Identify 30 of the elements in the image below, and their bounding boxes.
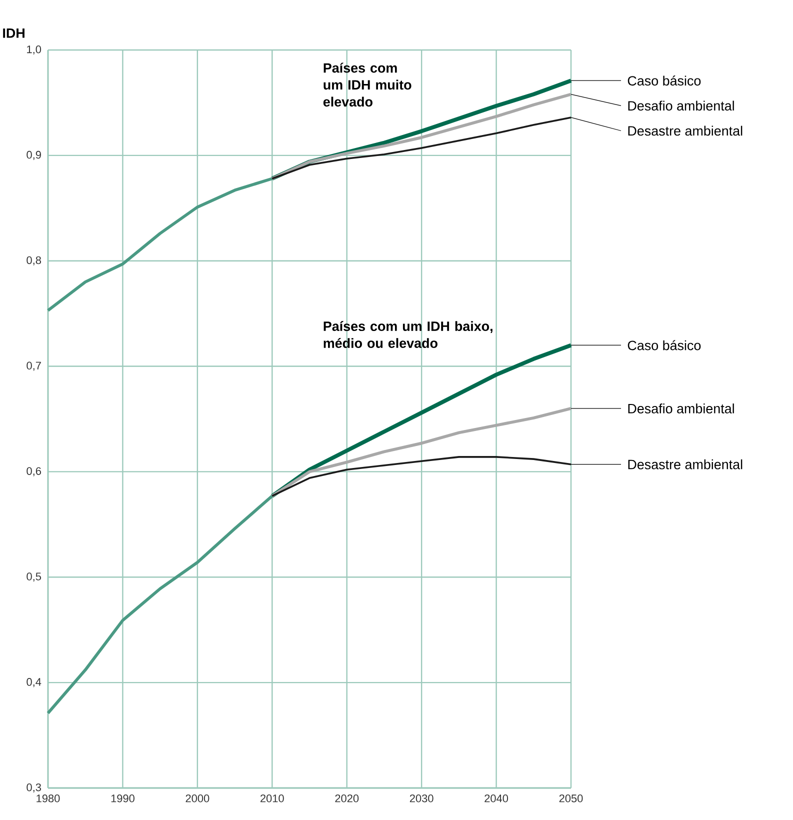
annotation: Países com um IDH muito elevado	[323, 62, 412, 107]
x-tick-label: 1990	[111, 794, 134, 802]
annotation: Países com um IDH baixo, médio ou elevado	[324, 321, 492, 348]
y-axis-title: IDH	[3, 28, 24, 38]
x-tick-label: 2030	[410, 794, 434, 802]
y-tick-label: 0,6	[26, 467, 41, 476]
y-tick-label: 0,9	[26, 150, 41, 160]
x-tick-label: 1980	[36, 794, 60, 802]
text: Desastre ambiental	[628, 126, 742, 136]
y-tick-label: 0,7	[26, 362, 41, 371]
line-series	[46, 177, 274, 312]
text: Caso básico	[628, 340, 701, 350]
x-tick-label: 2010	[260, 794, 284, 802]
text: Desafio ambiental	[628, 404, 734, 414]
x-tick-label: 2040	[484, 794, 508, 802]
line-series	[271, 456, 572, 497]
text: Caso básico	[628, 76, 701, 86]
y-tick-label: 0,8	[26, 256, 41, 266]
line-series	[271, 116, 572, 180]
y-tick-label: 0,3	[26, 783, 41, 793]
text: Desastre ambiental	[628, 459, 742, 470]
y-tick-label: 0,5	[26, 572, 42, 582]
y-tick-label: 0,4	[26, 678, 42, 688]
text: Desafio ambiental	[628, 100, 734, 111]
line-series	[46, 494, 274, 715]
x-tick-label: 2050	[559, 794, 583, 802]
line-series	[270, 406, 572, 498]
y-tick-label: 1,0	[27, 45, 42, 55]
x-tick-label: 2020	[335, 794, 359, 802]
x-tick-label: 2000	[186, 794, 210, 802]
